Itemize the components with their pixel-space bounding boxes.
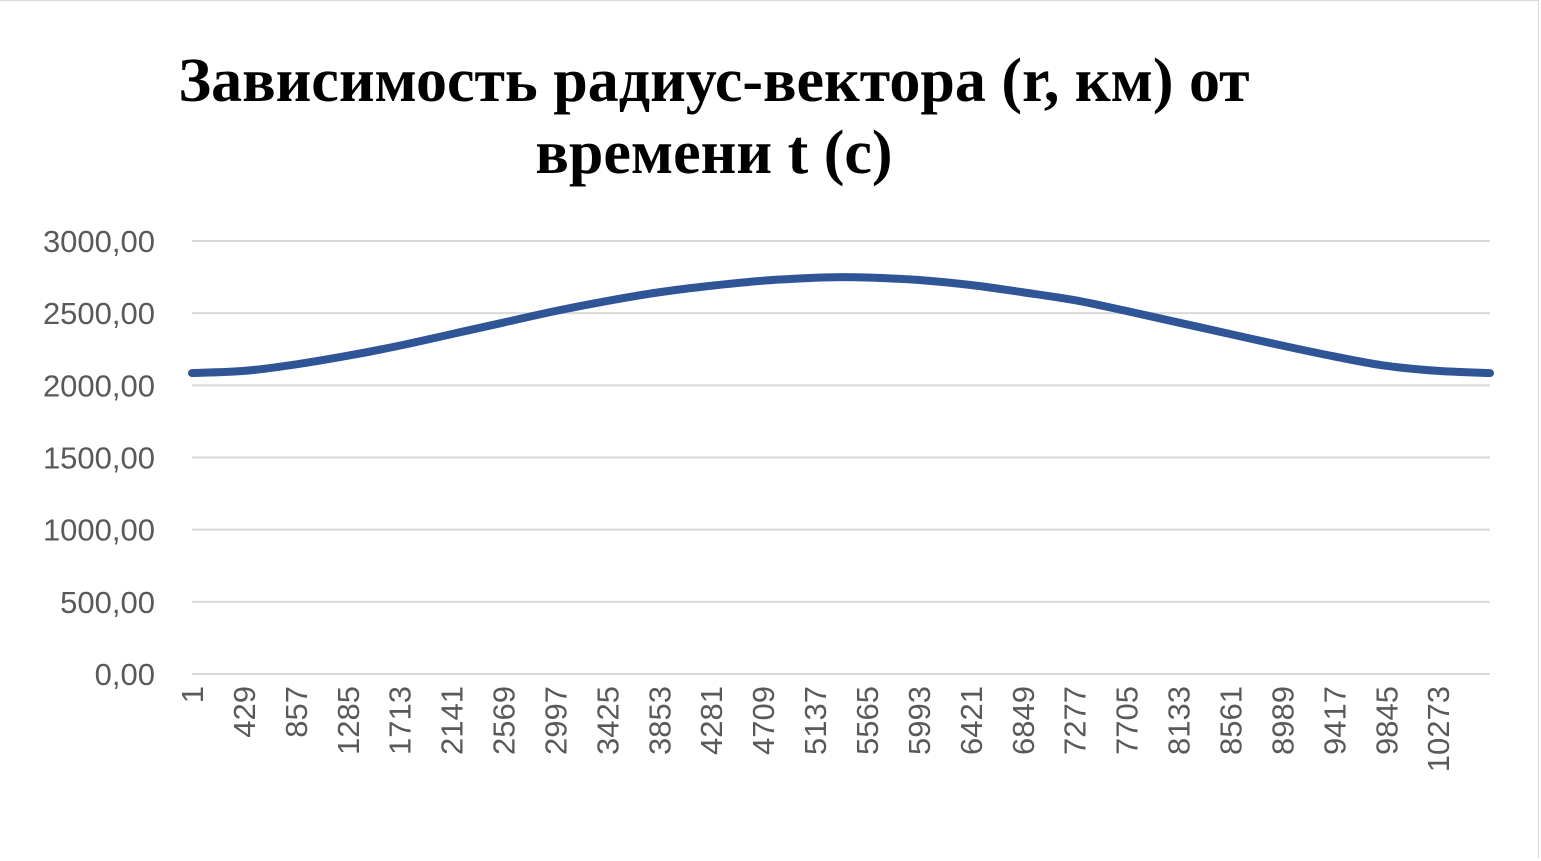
x-tick-label: 8989: [1265, 686, 1300, 755]
y-tick-label: 2500,00: [43, 296, 155, 331]
y-tick-label: 2000,00: [43, 368, 155, 403]
x-tick-label: 7705: [1110, 686, 1145, 755]
x-tick-label: 7277: [1058, 686, 1093, 755]
x-tick-label: 8133: [1162, 686, 1197, 755]
y-tick-label: 3000,00: [43, 224, 155, 259]
chart-title-line-1: Зависимость радиус-вектора (r, км) от: [178, 47, 1249, 115]
x-tick-label: 8561: [1213, 686, 1248, 755]
y-tick-label: 1000,00: [43, 513, 155, 548]
y-tick-label: 0,00: [95, 657, 155, 692]
x-tick-label: 3853: [642, 686, 677, 755]
x-tick-label: 3425: [590, 686, 625, 755]
x-tick-label: 1285: [331, 686, 366, 755]
x-tick-label: 9845: [1369, 686, 1404, 755]
x-tick-label: 5137: [798, 686, 833, 755]
x-tick-label: 5993: [902, 686, 937, 755]
x-tick-label: 4709: [746, 686, 781, 755]
y-tick-label: 1500,00: [43, 441, 155, 476]
x-tick-label: 2997: [538, 686, 573, 755]
x-tick-label: 10273: [1421, 686, 1456, 772]
x-tick-label: 857: [279, 686, 314, 738]
x-tick-label: 1713: [383, 686, 418, 755]
x-tick-label: 9417: [1317, 686, 1352, 755]
y-tick-label: 500,00: [60, 585, 155, 620]
x-tick-label: 4281: [694, 686, 729, 755]
series-line-0: [188, 273, 1494, 378]
x-tick-label: 1: [175, 686, 210, 703]
x-tick-label: 5565: [850, 686, 885, 755]
x-tick-label: 2141: [435, 686, 470, 755]
chart-title-line-2: времени t (с): [535, 119, 892, 187]
x-tick-label: 2569: [487, 686, 522, 755]
x-tick-label: 6421: [954, 686, 989, 755]
x-tick-label: 429: [227, 686, 262, 738]
x-tick-label: 6849: [1006, 686, 1041, 755]
